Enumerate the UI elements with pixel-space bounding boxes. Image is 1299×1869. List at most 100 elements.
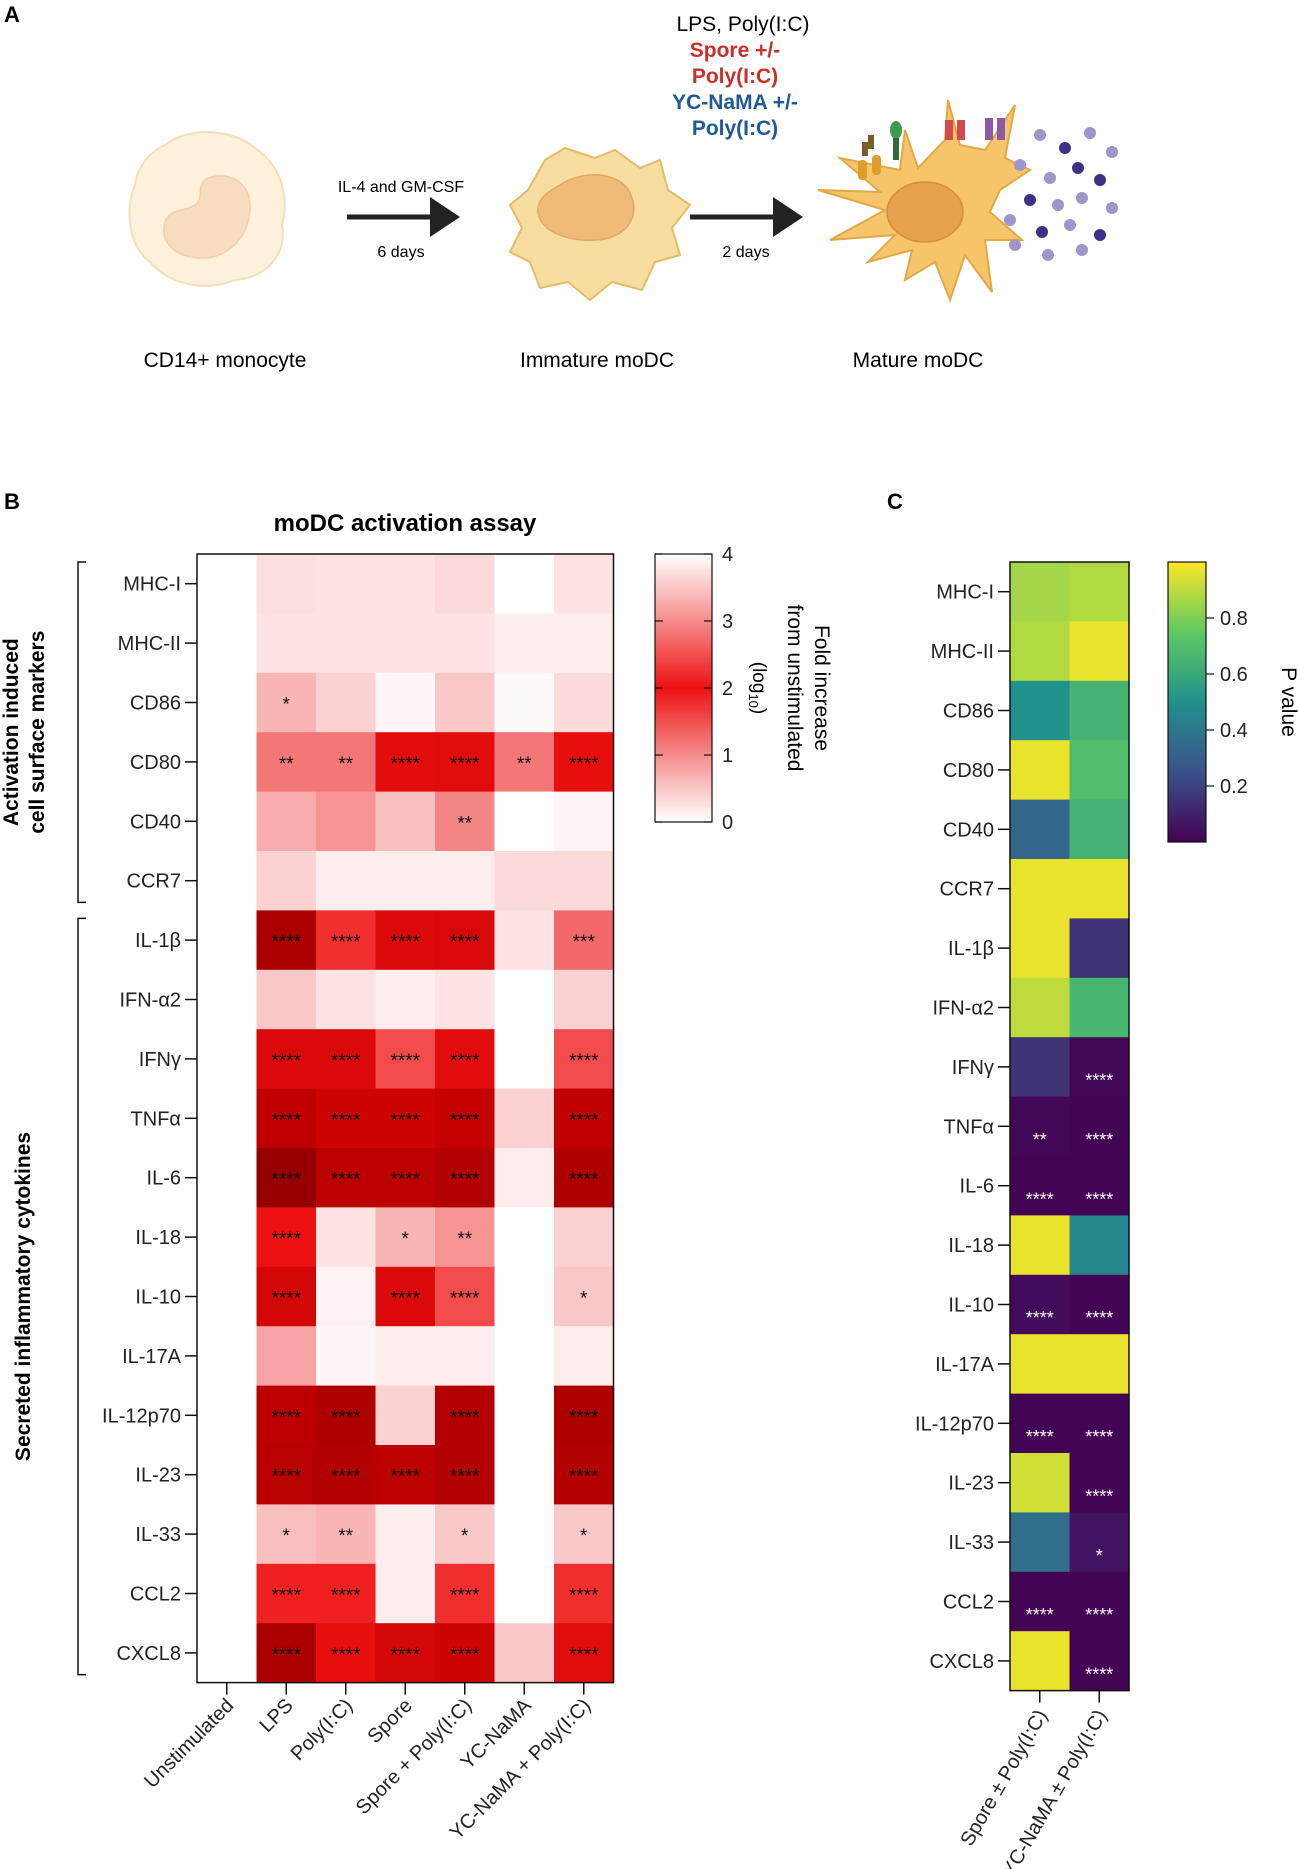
heatmap-c-cell	[1069, 680, 1130, 741]
heatmap-c-row-label: IL-10	[948, 1295, 994, 1317]
heatmap-b-cell	[316, 1326, 377, 1387]
heatmap-c-stars: ****** ******** ******** ******** **********…	[1026, 1071, 1114, 1685]
dot	[1106, 146, 1118, 158]
heatmap-b-cell	[375, 1148, 436, 1208]
stimuli-line-3: Poly(I:C)	[692, 65, 778, 88]
heatmap-b-cell	[375, 791, 436, 852]
heatmap-b-cell	[494, 1623, 555, 1684]
heatmap-b-cell	[554, 851, 615, 911]
heatmap-b-cell	[435, 1266, 496, 1327]
heatmap-c-star: ****	[1085, 1605, 1113, 1625]
heatmap-b-row-label: MHC-II	[118, 633, 181, 655]
heatmap-b-cell	[256, 910, 317, 971]
fold-colorbar-tick-label: 0	[722, 812, 733, 834]
heatmap-c-col-label: YC-NaMA ± Poly(I:C)	[998, 1706, 1111, 1869]
dot	[1106, 202, 1118, 214]
heatmap-c-star: ****	[1026, 1308, 1054, 1328]
heatmap-b-star: ****	[271, 1229, 301, 1250]
heatmap-c-star: ****	[1085, 1189, 1113, 1209]
heatmap-c-cell	[1010, 1571, 1071, 1632]
heatmap-b-cell	[554, 1088, 615, 1149]
heatmap-c-cell	[1069, 1631, 1130, 1692]
heatmap-b-cell	[494, 851, 555, 911]
heatmap-b-star: ****	[390, 1110, 420, 1131]
heatmap-c-cell	[1069, 1037, 1130, 1098]
heatmap-b-cell	[375, 1385, 436, 1446]
heatmap-b-cell	[494, 1326, 555, 1387]
heatmap-b-star: ****	[390, 754, 420, 775]
heatmap-c-cell	[1069, 1096, 1130, 1157]
heatmap-b-cell	[256, 1623, 317, 1684]
heatmap-b-cell	[197, 791, 258, 852]
heatmap-b-row-label: IL-18	[135, 1227, 181, 1249]
heatmap-c-column-labels: Spore ± Poly(I:C)YC-NaMA ± Poly(I:C)	[956, 1690, 1112, 1869]
panel-a-label: A	[4, 2, 20, 27]
heatmap-b-cell	[375, 613, 436, 674]
heatmap-b-cell	[316, 1623, 377, 1684]
heatmap-c-cell	[1069, 918, 1130, 979]
heatmap-b-row-label: IFNγ	[139, 1049, 181, 1071]
heatmap-b-cell	[256, 1207, 317, 1268]
heatmap-c-cell	[1010, 740, 1071, 801]
heatmap-b-star: ****	[569, 1051, 599, 1072]
heatmap-b-cell	[375, 1623, 436, 1684]
heatmap-b-cell	[256, 1088, 317, 1149]
stimuli-line-1: LPS, Poly(I:C)	[676, 13, 809, 36]
heatmap-c-star: ****	[1085, 1130, 1113, 1150]
heatmap-b-cell	[494, 1563, 555, 1624]
step1-bottom-label: 6 days	[377, 244, 424, 261]
heatmap-c-cell	[1069, 1571, 1130, 1632]
receptor-stem-2	[868, 135, 874, 149]
heatmap-c-cell	[1010, 799, 1071, 860]
heatmap-b-cell	[435, 554, 496, 614]
receptor-green-stem	[893, 138, 899, 160]
heatmap-b-row-label: CD40	[130, 811, 181, 833]
fold-label-close: )	[748, 708, 769, 714]
heatmap-b-cell	[494, 1266, 555, 1327]
heatmap-b-row-label: IL-1β	[135, 930, 181, 952]
heatmap-b-row-labels: MHC-I MHC-II CD86 CD80 CD40 CCR7 IL-1β IFN-α2 IF…	[102, 574, 197, 1665]
heatmap-b-row-label: IL-6	[147, 1168, 181, 1190]
heatmap-c-cell	[1069, 859, 1130, 919]
dot	[1036, 226, 1048, 238]
heatmap-c-cell	[1069, 1453, 1130, 1513]
fold-colorbar-ticks: 0 1 2 3 4	[655, 544, 733, 834]
heatmap-c-cell	[1069, 1512, 1130, 1573]
heatmap-b-cell	[316, 732, 377, 793]
heatmap-b-star: ****	[569, 1645, 599, 1666]
heatmap-b-star: ****	[569, 754, 599, 775]
dot	[1094, 229, 1106, 241]
heatmap-b-cell	[375, 1266, 436, 1327]
heatmap-b-cell	[494, 1029, 555, 1090]
fold-colorbar	[654, 553, 713, 823]
fold-label-line3: (log10)	[746, 662, 769, 714]
pvalue-colorbar-tick-label: 0.4	[1220, 720, 1248, 742]
monocyte-nucleus	[163, 175, 251, 259]
heatmap-c-row-label: IFN-α2	[932, 998, 994, 1020]
fold-colorbar-tick-label: 4	[722, 544, 733, 566]
dot	[1044, 172, 1056, 184]
heatmap-c-cell	[1069, 621, 1130, 682]
dot	[1052, 199, 1064, 211]
dot	[1009, 239, 1021, 251]
heatmap-b-cell	[316, 1563, 377, 1624]
heatmap-b-star: ****	[390, 1170, 420, 1191]
heatmap-c-cell	[1010, 1393, 1071, 1454]
heatmap-b-cell	[375, 672, 436, 733]
heatmap-b-star: ****	[271, 1467, 301, 1488]
heatmap-b-cell	[554, 732, 615, 793]
heatmap-b-cell	[316, 672, 377, 733]
heatmap-b-star: **	[457, 813, 472, 834]
heatmap-c-star: ****	[1085, 1665, 1113, 1685]
heatmap-c-cell	[1010, 1156, 1071, 1216]
heatmap-b-cell	[197, 1148, 258, 1208]
heatmap-b-star: **	[338, 1526, 353, 1547]
receptor-purple	[985, 118, 1005, 140]
heatmap-b-cell	[197, 1266, 258, 1327]
heatmap-c-cell	[1010, 859, 1071, 919]
group-bracket	[77, 561, 86, 904]
fold-label-sub: 10	[746, 693, 761, 707]
heatmap-b-star: ****	[450, 1645, 480, 1666]
pvalue-colorbar-tick-label: 0.6	[1220, 664, 1248, 686]
surface-receptors	[858, 118, 1005, 180]
